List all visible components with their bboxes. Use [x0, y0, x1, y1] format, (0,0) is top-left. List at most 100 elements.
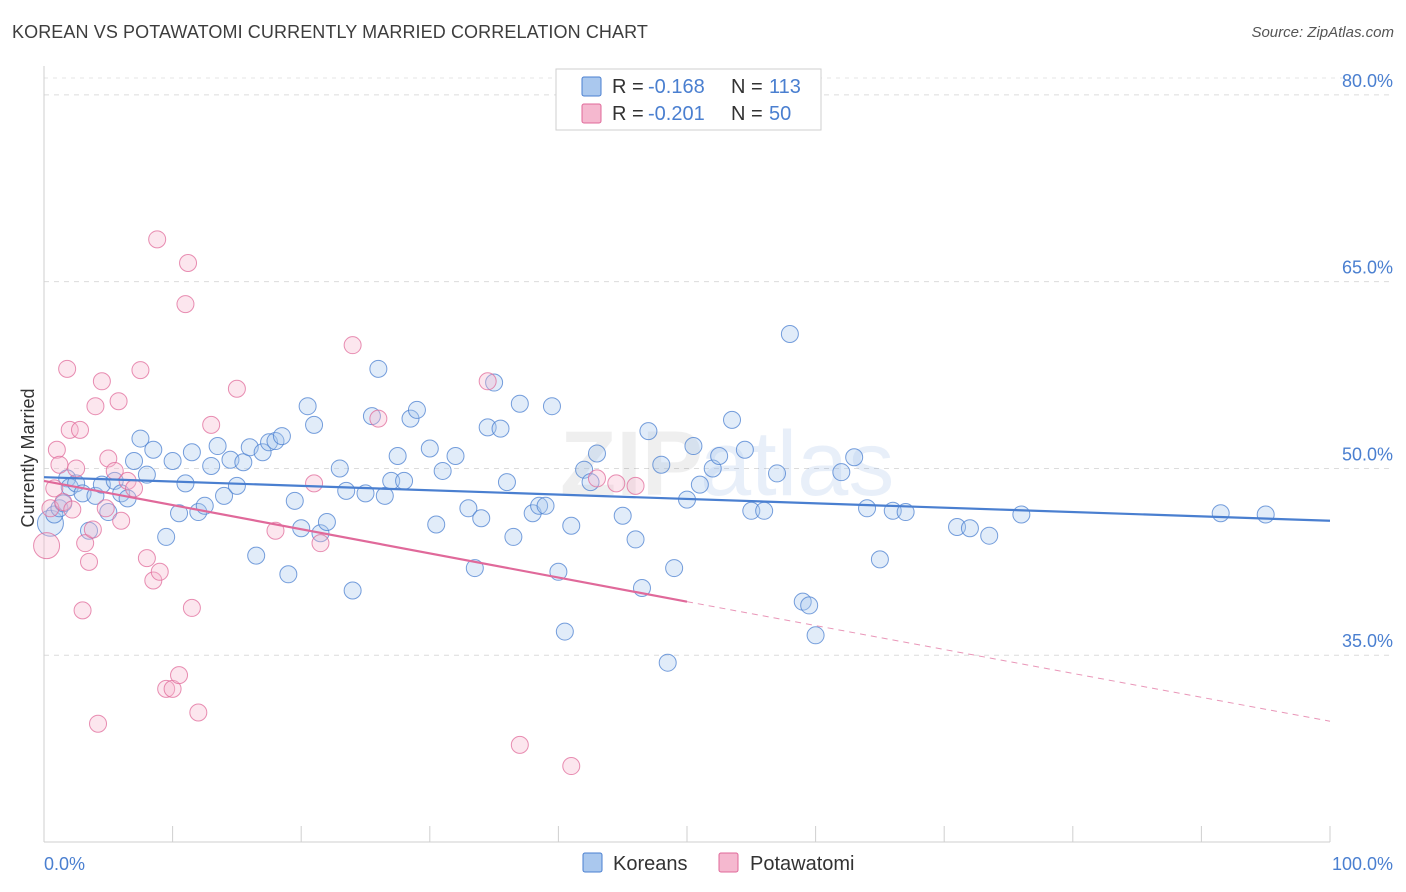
series-koreans	[36, 324, 1275, 672]
legend-r-value: -0.168	[648, 76, 705, 98]
y-tick-label: 35.0%	[1342, 631, 1393, 651]
point-potawatomi	[125, 479, 144, 498]
point-potawatomi	[170, 666, 189, 685]
point-koreans	[407, 400, 426, 419]
point-potawatomi	[148, 230, 167, 249]
point-koreans	[131, 429, 150, 448]
point-koreans	[870, 550, 889, 569]
point-koreans	[690, 475, 709, 494]
point-koreans	[375, 486, 394, 505]
point-potawatomi	[54, 493, 73, 512]
y-tick-labels: 35.0% 50.0% 65.0% 80.0%	[1342, 71, 1393, 651]
point-koreans	[208, 437, 227, 456]
point-koreans	[395, 471, 414, 490]
data-points	[33, 230, 1275, 776]
series-potawatomi	[33, 230, 645, 776]
point-potawatomi	[71, 420, 90, 439]
x-tick-label-min: 0.0%	[44, 854, 85, 874]
point-potawatomi	[67, 459, 86, 478]
point-potawatomi	[83, 520, 102, 539]
point-koreans	[555, 622, 574, 641]
point-koreans	[1256, 505, 1275, 524]
point-potawatomi	[343, 336, 362, 355]
point-koreans	[613, 506, 632, 525]
point-potawatomi	[369, 409, 388, 428]
point-koreans	[433, 461, 452, 480]
point-koreans	[465, 559, 484, 578]
point-koreans	[948, 517, 967, 536]
point-koreans	[1211, 504, 1230, 523]
trend-lines	[43, 476, 1331, 722]
point-koreans	[1012, 505, 1031, 524]
point-potawatomi	[92, 372, 111, 391]
point-koreans	[497, 473, 516, 492]
point-koreans	[665, 559, 684, 578]
x-tick-labels: 0.0% 100.0%	[44, 854, 1393, 874]
point-potawatomi	[96, 499, 115, 518]
bottom-legend: Koreans Potawatomi	[582, 852, 855, 875]
point-koreans	[420, 439, 439, 458]
point-potawatomi	[60, 420, 79, 439]
point-koreans	[530, 496, 549, 515]
point-koreans	[806, 626, 825, 645]
point-potawatomi	[587, 469, 606, 488]
point-potawatomi	[137, 549, 156, 568]
point-koreans	[485, 373, 504, 392]
trend-potawatomi	[43, 479, 688, 603]
point-koreans	[491, 419, 510, 438]
point-potawatomi	[562, 757, 581, 776]
point-koreans	[253, 443, 272, 462]
y-tick-label: 50.0%	[1342, 444, 1393, 464]
point-koreans	[626, 530, 645, 549]
legend-n-value: 50	[769, 103, 791, 125]
point-koreans	[768, 464, 787, 483]
point-potawatomi	[176, 295, 195, 314]
point-koreans	[170, 504, 189, 523]
point-potawatomi	[33, 532, 61, 560]
point-koreans	[710, 447, 729, 465]
point-koreans	[735, 440, 754, 459]
point-potawatomi	[510, 735, 529, 754]
point-potawatomi	[607, 474, 626, 493]
axes	[43, 66, 1331, 843]
point-koreans	[639, 422, 658, 441]
y-axis-title: Currently Married	[18, 388, 38, 527]
point-koreans	[215, 486, 234, 505]
legend-swatch-potawatomi	[581, 103, 602, 124]
point-koreans	[163, 451, 182, 470]
point-koreans	[234, 453, 253, 472]
point-potawatomi	[131, 361, 150, 380]
legend-r-value: -0.201	[648, 103, 705, 125]
point-koreans	[182, 443, 201, 462]
y-tick-label: 80.0%	[1342, 71, 1393, 91]
point-potawatomi	[89, 714, 108, 733]
trend-potawatomi-extrapolated	[686, 601, 1331, 722]
point-koreans	[562, 516, 581, 535]
legend-r-label: R =	[612, 103, 644, 125]
point-koreans	[542, 397, 561, 416]
watermark-atlas: atlas	[700, 413, 894, 515]
point-koreans	[587, 444, 606, 463]
point-koreans	[305, 415, 324, 434]
point-koreans	[504, 527, 523, 546]
point-potawatomi	[182, 598, 201, 617]
point-potawatomi	[157, 679, 176, 698]
point-koreans	[980, 526, 999, 545]
point-koreans	[723, 410, 742, 429]
legend-swatch-koreans	[581, 76, 602, 97]
point-potawatomi	[227, 379, 246, 398]
gridlines	[44, 77, 1392, 656]
point-koreans	[858, 499, 877, 518]
chart-title: KOREAN VS POTAWATOMI CURRENTLY MARRIED C…	[12, 22, 649, 42]
point-koreans	[137, 465, 156, 484]
point-potawatomi	[112, 511, 131, 530]
point-potawatomi	[63, 500, 82, 519]
point-koreans	[755, 501, 774, 520]
point-koreans	[960, 519, 979, 538]
point-koreans	[780, 324, 799, 343]
point-koreans	[330, 459, 349, 478]
legend-r-label: R =	[612, 76, 644, 98]
point-potawatomi	[80, 552, 99, 571]
legend-n-label: N =	[731, 103, 763, 125]
